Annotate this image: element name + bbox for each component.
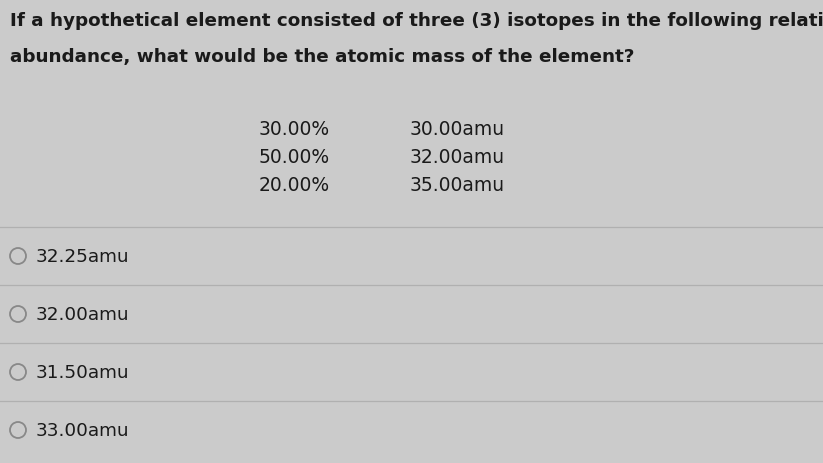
Text: 50.00%: 50.00% [259,148,330,167]
Text: 32.25amu: 32.25amu [36,247,129,265]
Text: 30.00amu: 30.00amu [410,120,505,139]
Text: 31.50amu: 31.50amu [36,363,129,381]
Text: 35.00amu: 35.00amu [410,175,505,194]
Text: If a hypothetical element consisted of three (3) isotopes in the following relat: If a hypothetical element consisted of t… [10,12,823,30]
Text: abundance, what would be the atomic mass of the element?: abundance, what would be the atomic mass… [10,48,635,66]
Text: 32.00amu: 32.00amu [36,305,129,323]
Text: 20.00%: 20.00% [259,175,330,194]
Text: 32.00amu: 32.00amu [410,148,505,167]
Text: 30.00%: 30.00% [259,120,330,139]
Text: 33.00amu: 33.00amu [36,421,129,439]
